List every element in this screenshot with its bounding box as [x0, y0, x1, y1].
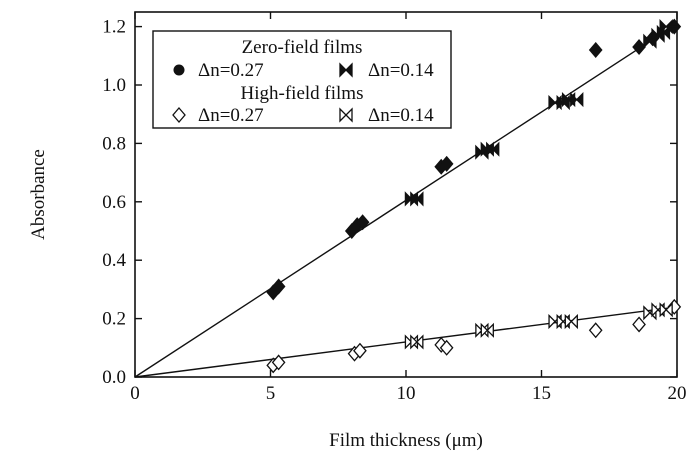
y-tick-label: 1.0 — [102, 75, 126, 96]
data-point — [588, 41, 603, 58]
x-axis-label: Film thickness (μm) — [329, 430, 483, 451]
data-point — [643, 33, 651, 49]
data-point — [410, 191, 418, 207]
data-point — [480, 322, 489, 338]
legend-marker — [172, 107, 186, 123]
data-point — [570, 313, 578, 330]
legend-label-high-027: Δn=0.27 — [198, 105, 264, 126]
legend-marker — [345, 62, 353, 78]
legend: Zero-field films Δn=0.27 Δn=0.14 High-fi… — [152, 30, 452, 129]
y-axis-ticks: 0.0 0.2 0.4 0.6 0.8 1.0 1.2 — [102, 17, 677, 388]
x-tick-label: 5 — [266, 383, 276, 404]
y-tick-label: 0.2 — [102, 309, 126, 330]
legend-marker-zero-circle — [173, 64, 185, 76]
legend-marker-zero-bowtie — [339, 62, 353, 78]
data-point — [643, 305, 651, 321]
legend-marker — [173, 64, 185, 76]
data-point — [404, 334, 413, 350]
data-point — [404, 191, 413, 207]
data-point — [665, 302, 673, 318]
data-point — [475, 144, 483, 160]
data-point — [556, 313, 565, 330]
y-tick-label: 0.0 — [102, 367, 126, 388]
data-point — [632, 39, 646, 56]
y-tick-label: 0.4 — [102, 250, 126, 271]
data-point — [480, 141, 489, 157]
data-point — [548, 94, 556, 111]
data-point — [561, 92, 570, 108]
data-point — [415, 334, 424, 350]
data-point — [439, 155, 454, 172]
x-tick-label: 20 — [668, 383, 687, 404]
legend-marker — [339, 62, 347, 78]
data-point — [662, 24, 671, 41]
data-point — [271, 278, 286, 295]
data-point — [439, 339, 454, 356]
data-point — [651, 27, 659, 43]
x-tick-label: 0 — [130, 383, 140, 404]
data-point — [588, 322, 603, 339]
legend-marker — [339, 107, 347, 123]
plot-area: 0 5 10 15 20 0.0 0.2 0.4 0.6 0.8 1.0 1.2 — [102, 11, 687, 404]
y-tick-label: 0.6 — [102, 192, 126, 213]
data-point — [415, 191, 424, 207]
legend-label-high-014: Δn=0.14 — [368, 105, 434, 126]
data-point — [548, 313, 556, 330]
x-tick-label: 10 — [397, 383, 416, 404]
legend-label-zero-014: Δn=0.14 — [368, 60, 434, 81]
data-point — [410, 334, 418, 350]
data-point — [651, 302, 659, 318]
legend-marker-high-diamond — [172, 107, 186, 123]
data-point — [475, 322, 483, 338]
data-point — [355, 214, 370, 231]
legend-marker-high-bowtie — [339, 107, 353, 123]
data-points — [266, 18, 682, 374]
data-point — [486, 322, 494, 338]
legend-label-zero-027: Δn=0.27 — [198, 60, 264, 81]
data-point — [271, 354, 286, 371]
data-point — [659, 302, 668, 318]
data-point — [491, 141, 500, 157]
data-point — [632, 316, 646, 333]
data-point — [486, 141, 494, 157]
legend-title-high-field: High-field films — [241, 83, 364, 104]
legend-marker — [345, 107, 353, 123]
legend-box — [152, 30, 452, 129]
data-point — [353, 342, 367, 359]
legend-title-zero-field: Zero-field films — [242, 37, 363, 58]
data-point — [659, 19, 668, 35]
data-point — [564, 313, 573, 330]
x-axis-ticks: 0 5 10 15 20 — [130, 12, 687, 404]
data-point — [570, 92, 578, 108]
y-tick-label: 1.2 — [102, 17, 126, 38]
y-tick-label: 0.8 — [102, 133, 126, 154]
data-point — [556, 94, 565, 111]
data-point — [575, 92, 584, 108]
x-tick-label: 15 — [532, 383, 551, 404]
y-axis-label: Absorbance — [28, 149, 49, 240]
